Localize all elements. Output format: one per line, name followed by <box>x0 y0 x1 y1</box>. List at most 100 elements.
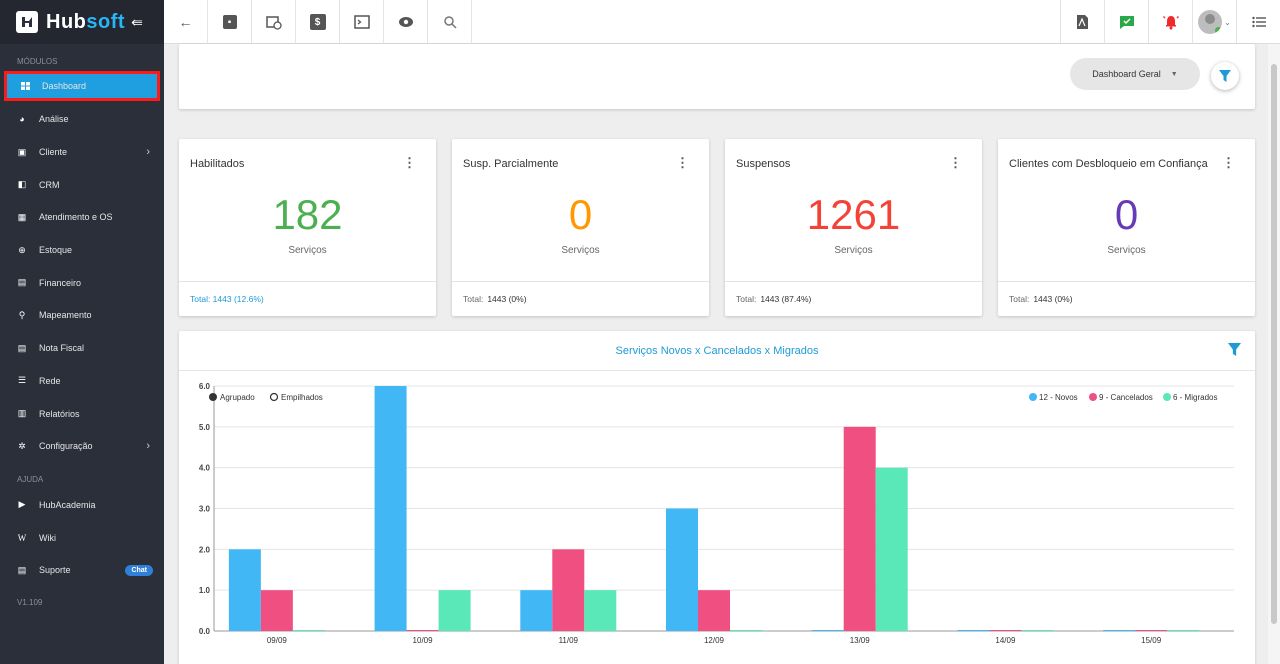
stat-unit: Serviços <box>561 245 600 256</box>
y-tick-label: 0.0 <box>199 627 211 636</box>
x-tick-label: 15/09 <box>1141 636 1162 645</box>
bar-12-novos-5[interactable] <box>957 630 990 631</box>
bar-6-migrados-1[interactable] <box>438 590 471 631</box>
sidebar-item-hubacademia[interactable]: ▶ HubAcademia <box>0 489 164 522</box>
bar-12-novos-3[interactable] <box>666 508 698 632</box>
view-shortcut-button[interactable] <box>384 0 428 44</box>
legend-label[interactable]: 9 - Cancelados <box>1099 393 1153 402</box>
sidebar-item-atendimento[interactable]: ▦ Atendimento e OS <box>0 201 164 234</box>
bar-6-migrados-2[interactable] <box>584 590 617 631</box>
legend-swatch <box>1029 393 1037 401</box>
more-vert-icon[interactable]: ⋮ <box>1222 155 1235 170</box>
stat-value: 0 <box>1114 191 1139 238</box>
search-button[interactable] <box>428 0 472 44</box>
bar-6-migrados-5[interactable] <box>1021 630 1054 631</box>
sidebar-item-label: Nota Fiscal <box>39 343 85 354</box>
sidebar-item-label: Dashboard <box>42 81 87 91</box>
y-tick-label: 6.0 <box>199 382 211 391</box>
calendar-icon: ▦ <box>17 211 27 222</box>
legend-label[interactable]: 12 - Novos <box>1039 393 1078 402</box>
more-vert-icon[interactable]: ⋮ <box>403 155 416 170</box>
sidebar-item-cliente[interactable]: ▣ Cliente › <box>0 136 164 169</box>
more-vert-icon[interactable]: ⋮ <box>949 155 962 170</box>
clients-shortcut-button[interactable]: ▪ <box>208 0 252 44</box>
bar-6-migrados-6[interactable] <box>1167 630 1200 631</box>
x-tick-label: 13/09 <box>850 636 871 645</box>
bar-9-cancelados-2[interactable] <box>552 549 585 631</box>
stat-total-label: Total: <box>736 294 757 304</box>
chart-divider <box>179 370 1255 371</box>
sidebar-item-analise[interactable]: ◕ Análise <box>0 103 164 136</box>
pdf-button[interactable] <box>1060 0 1104 44</box>
sidebar-item-nota-fiscal[interactable]: ▤ Nota Fiscal <box>0 332 164 365</box>
globe-icon: ⊕ <box>18 244 26 255</box>
contact-icon: ▣ <box>17 146 27 157</box>
back-button[interactable]: ← <box>164 0 208 44</box>
bar-9-cancelados-5[interactable] <box>989 630 1022 631</box>
legend-label[interactable]: 6 - Migrados <box>1173 393 1217 402</box>
menu-list-button[interactable] <box>1236 0 1280 44</box>
schedule-shortcut-button[interactable] <box>252 0 296 44</box>
sidebar-item-crm[interactable]: ◧ CRM <box>0 168 164 201</box>
bar-9-cancelados-0[interactable] <box>260 590 293 631</box>
section-label-modules: MÓDULOS <box>17 56 58 66</box>
alarms-button[interactable] <box>1148 0 1192 44</box>
finance-shortcut-button[interactable]: $ <box>296 0 340 44</box>
bar-6-migrados-0[interactable] <box>292 630 325 631</box>
sidebar-item-label: Estoque <box>39 245 73 256</box>
x-tick-label: 09/09 <box>267 636 288 645</box>
stat-total-link[interactable]: Total: 1443 (12.6%) <box>190 294 264 304</box>
arrow-left-icon: ← <box>178 14 193 30</box>
y-tick-label: 1.0 <box>199 586 211 595</box>
filter-button[interactable] <box>1211 62 1239 90</box>
stat-footer: Total: 1443 (0%) <box>452 281 709 316</box>
terminal-shortcut-button[interactable] <box>340 0 384 44</box>
chat-badge[interactable]: Chat <box>125 564 153 576</box>
bar-6-migrados-3[interactable] <box>730 630 762 631</box>
stacked-radio[interactable] <box>269 392 279 402</box>
collapse-sidebar-icon[interactable]: ⇚ <box>131 13 143 30</box>
sidebar-item-suporte[interactable]: ▤ Suporte Chat <box>0 554 164 587</box>
stat-unit: Serviços <box>1107 245 1146 256</box>
bar-9-cancelados-1[interactable] <box>406 630 439 631</box>
bar-12-novos-2[interactable] <box>520 590 553 631</box>
sidebar-item-label: Mapeamento <box>39 310 92 321</box>
stat-total-label: Total: <box>1009 294 1030 304</box>
grouped-radio[interactable] <box>209 393 217 401</box>
sidebar-item-relatorios[interactable]: ▥ Relatórios <box>0 397 164 430</box>
legend-swatch <box>1163 393 1171 401</box>
scrollbar-thumb[interactable] <box>1271 64 1277 624</box>
sidebar-item-label: Financeiro <box>39 277 82 288</box>
bar-9-cancelados-4[interactable] <box>843 426 876 631</box>
chart-filter-button[interactable] <box>1228 343 1241 361</box>
sidebar-item-label: Relatórios <box>39 408 80 419</box>
sidebar-item-label: Atendimento e OS <box>39 212 113 223</box>
brand-name: Hubsoft <box>46 10 126 33</box>
bar-9-cancelados-6[interactable] <box>1135 630 1168 631</box>
sidebar-item-dashboard[interactable]: Dashboard <box>4 71 160 101</box>
messages-button[interactable] <box>1104 0 1148 44</box>
dashboard-select[interactable]: Dashboard Geral ▼ <box>1070 58 1200 90</box>
sidebar-item-estoque[interactable]: ⊕ Estoque <box>0 234 164 267</box>
bar-9-cancelados-3[interactable] <box>698 590 730 631</box>
page-scrollbar[interactable] <box>1268 44 1280 664</box>
bar-12-novos-4[interactable] <box>811 630 844 631</box>
bar-12-novos-6[interactable] <box>1103 630 1136 631</box>
bar-12-novos-0[interactable] <box>228 549 261 631</box>
stat-footer: Total: 1443 (12.6%) <box>179 281 436 316</box>
report-icon: ▥ <box>17 408 27 419</box>
sidebar-item-mapeamento[interactable]: ⚲ Mapeamento <box>0 299 164 332</box>
bar-6-migrados-4[interactable] <box>875 467 908 631</box>
chevron-right-icon: › <box>146 440 150 453</box>
sidebar-item-configuracao[interactable]: ✲ Configuração › <box>0 430 164 463</box>
sidebar-item-financeiro[interactable]: ▤ Financeiro <box>0 266 164 299</box>
sidebar-item-rede[interactable]: ☰ Rede <box>0 365 164 398</box>
user-menu-button[interactable]: ⌄ <box>1192 0 1236 44</box>
more-vert-icon[interactable]: ⋮ <box>676 155 689 170</box>
bar-12-novos-1[interactable] <box>374 386 407 631</box>
sidebar-item-wiki[interactable]: W Wiki <box>0 521 164 554</box>
list-menu-icon <box>1251 16 1266 28</box>
dashboard-filter-card: Dashboard Geral ▼ <box>179 44 1255 109</box>
calendar-clock-icon <box>265 16 282 30</box>
alarm-bell-icon <box>1162 16 1179 30</box>
